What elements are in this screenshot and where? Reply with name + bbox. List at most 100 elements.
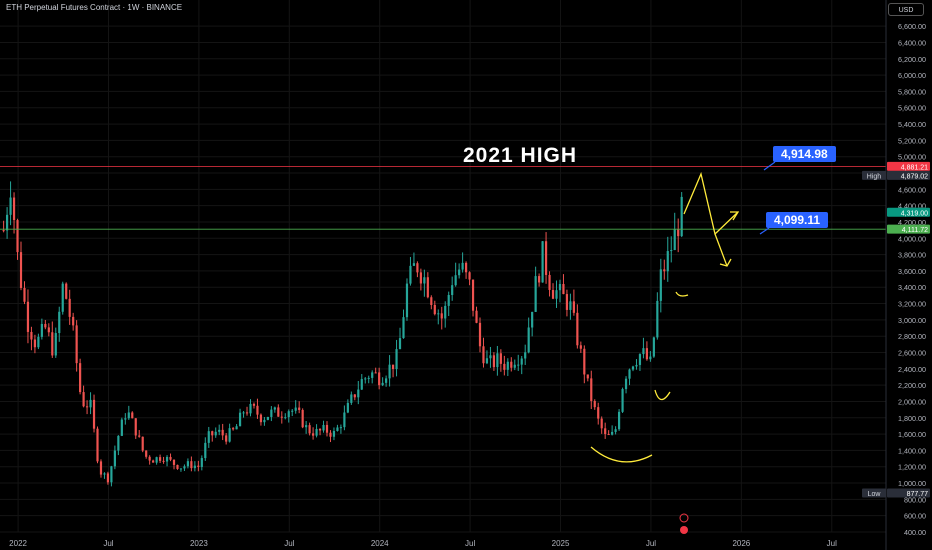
candle-body [99,461,103,475]
candle-body [638,354,642,365]
annotation-2021-high[interactable]: 2021 HIGH [463,144,578,167]
candle-body [117,435,120,451]
candle-body [148,456,151,461]
time-axis: 2022 Jul 2023 Jul 2024 Jul 2025 Jul 2026 Jul [9,539,837,548]
candle-body [576,312,579,346]
candle-body [607,434,610,436]
candle-body [232,428,235,430]
candle-body [207,431,210,443]
candle-body [649,356,652,360]
candle-body [176,464,179,469]
candle-body [47,327,50,333]
candle-body [106,473,110,483]
candle-body [190,461,193,469]
candle-body [659,269,662,301]
horizontal-lines [0,165,886,230]
chart-header-title: ETH Perpetual Futures Contract · 1W · BI… [6,3,183,12]
candle-body [538,276,541,283]
price-tick-label: 6,600.00 [898,22,926,31]
candle-body [402,317,405,339]
candle-body [343,412,346,428]
callout-level-connector [759,227,770,235]
callout-level-price[interactable]: 4,099.11 [766,212,829,228]
candle-body [134,418,137,436]
price-badges: 4,881.21 4,879.02 High 4,319.00 4,111.72 877.… [862,161,930,498]
candle-body [517,364,520,366]
candle-body [308,425,311,434]
time-tick-label: 2022 [9,539,27,548]
price-badge-bg [887,170,930,180]
candle-body [583,348,586,375]
candle-body [218,429,221,432]
candle-body [259,414,263,423]
candle-body [33,339,37,348]
candle-body [96,428,99,462]
price-badge-label: Low [868,491,882,498]
candle-body [381,382,384,386]
price-tick-label: 3,400.00 [898,283,926,292]
time-tick-label: 2023 [190,539,208,548]
candle-body [430,297,433,305]
price-badge-text: 4,111.72 [902,227,928,234]
earnings-marker-icon[interactable] [680,526,688,534]
price-tick-label: 1,600.00 [898,430,926,439]
callout-high-price[interactable]: 4,914.98 [773,146,836,162]
candle-body [454,275,457,286]
price-tick-label: 5,200.00 [898,136,926,145]
candle-body [565,294,569,310]
cup-curve-drawing [654,389,671,401]
candle-body [468,272,471,280]
candle-body [204,442,207,459]
event-marker-icon[interactable] [679,513,689,523]
candle-body [464,262,468,273]
candle-body [492,355,496,368]
candle-body [510,361,513,368]
currency-button[interactable]: USD [888,3,924,16]
price-badge-bg [887,224,930,234]
candle-body [339,427,343,429]
candle-body [614,429,617,432]
price-tick-label: 5,400.00 [898,120,926,129]
time-tick-label: 2024 [371,539,389,548]
candle-body [197,465,200,467]
candle-body [680,196,683,237]
candle-body [388,364,391,379]
price-tick-label: 3,200.00 [898,300,926,309]
price-tick-label: 3,800.00 [898,251,926,260]
bottom-curve-drawing [590,446,653,463]
candle-body [103,473,106,475]
candle-body [447,294,450,306]
candle-body [569,301,572,310]
candle-body [85,406,89,408]
candle-body [611,431,614,435]
candle-body [252,403,256,406]
candle-body [478,322,482,347]
candle-body [138,435,141,437]
candle-body [353,394,356,398]
candle-body [120,419,123,436]
candle-body [590,378,593,401]
candle-body [301,409,304,428]
candle-body [471,279,475,311]
candle-body [72,316,75,326]
down-arrowhead-drawing [719,258,732,267]
candle-body [524,352,527,359]
candle-body [628,369,631,379]
candle-body [444,305,447,319]
candle-body [155,457,158,463]
candle-body [357,389,360,398]
price-tick-label: 600.00 [904,512,926,521]
time-tick-label: Jul [284,539,294,548]
grid [0,0,886,533]
candle-body [113,450,116,467]
candle-body [496,353,499,368]
candle-body [367,377,370,379]
candle-body [489,355,492,359]
candle-body [266,416,269,420]
candle-body [249,403,252,414]
candle-body [40,323,43,337]
candle-body [37,336,40,348]
candle-body [482,346,485,364]
candle-body [291,410,294,412]
